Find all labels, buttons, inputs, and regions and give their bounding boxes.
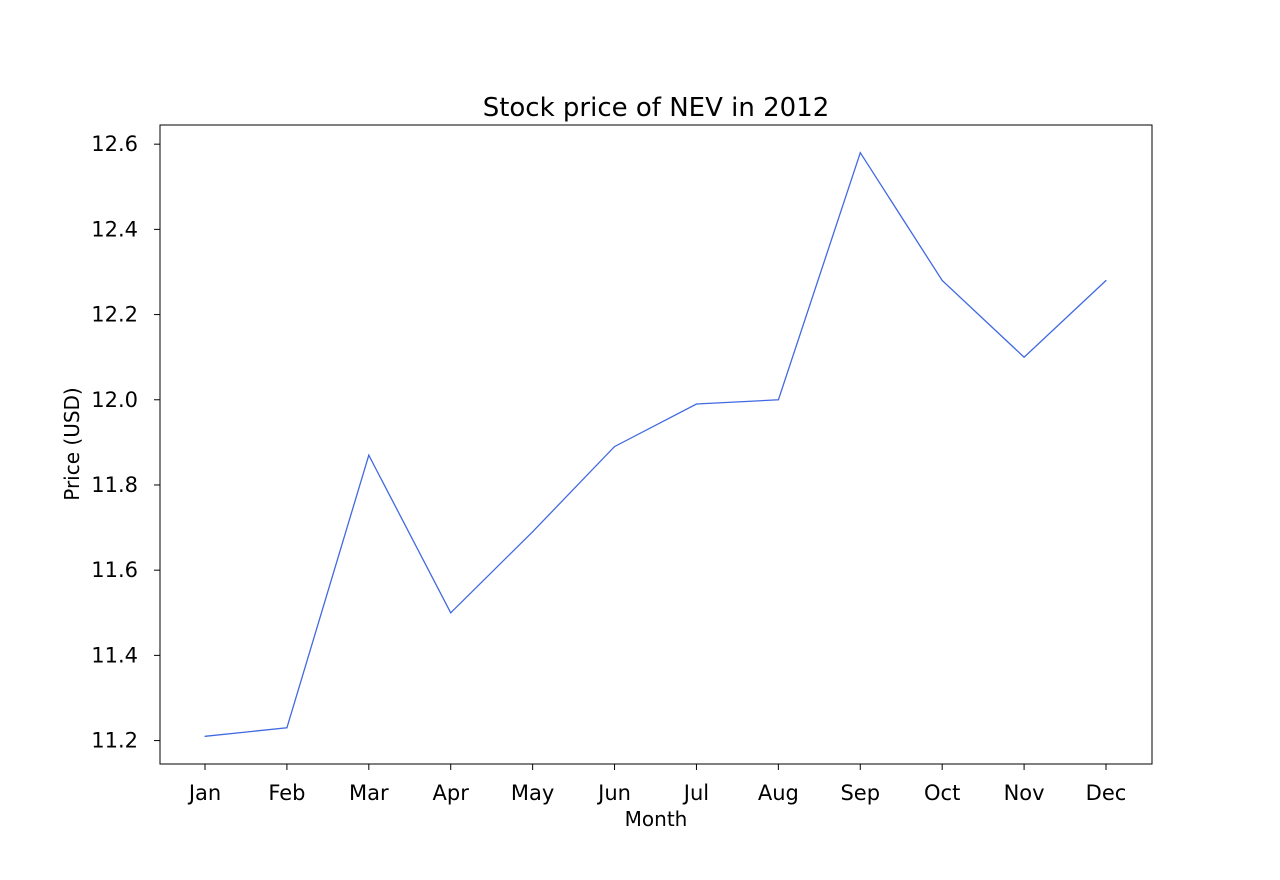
y-tick-label: 12.2 — [91, 303, 138, 327]
x-tick-label: Aug — [758, 781, 799, 805]
y-tick-label: 11.8 — [91, 473, 138, 497]
x-tick-label: May — [511, 781, 554, 805]
data-point — [942, 280, 943, 281]
chart-title: Stock price of NEV in 2012 — [483, 93, 830, 123]
data-point — [614, 446, 615, 447]
x-axis: Jan Feb Mar Apr May Jun Jul Aug Sep Oct Nov Dec — [187, 764, 1127, 805]
series-layer — [204, 152, 1106, 737]
y-tick-label: 11.4 — [91, 643, 138, 667]
data-point — [532, 531, 533, 532]
x-tick-label: Feb — [268, 781, 305, 805]
x-tick-label: Mar — [349, 781, 389, 805]
x-tick-label: Apr — [433, 781, 470, 805]
plot-area-frame — [160, 125, 1152, 764]
data-point — [450, 612, 451, 613]
series-line — [205, 153, 1106, 737]
x-tick-label: Oct — [924, 781, 960, 805]
data-point — [696, 403, 697, 404]
data-point — [286, 727, 287, 728]
y-tick-label: 11.6 — [91, 558, 138, 582]
y-axis: 11.2 11.4 11.6 11.8 12.0 12.2 12.4 12.6 — [91, 132, 160, 752]
data-point — [1023, 357, 1024, 358]
data-point — [860, 152, 861, 153]
data-point — [1105, 280, 1106, 281]
x-axis-label: Month — [625, 807, 688, 831]
x-tick-label: Jun — [596, 781, 631, 805]
y-tick-label: 12.6 — [91, 132, 138, 156]
data-point — [778, 399, 779, 400]
x-tick-label: Dec — [1086, 781, 1127, 805]
x-tick-label: Nov — [1004, 781, 1045, 805]
y-tick-label: 12.0 — [91, 388, 138, 412]
data-point — [368, 455, 369, 456]
data-point — [204, 736, 205, 737]
x-tick-label: Jul — [682, 781, 709, 805]
x-tick-label: Jan — [187, 781, 221, 805]
y-tick-label: 12.4 — [91, 217, 138, 241]
y-axis-label: Price (USD) — [60, 387, 84, 501]
y-tick-label: 11.2 — [91, 729, 138, 753]
x-tick-label: Sep — [840, 781, 880, 805]
